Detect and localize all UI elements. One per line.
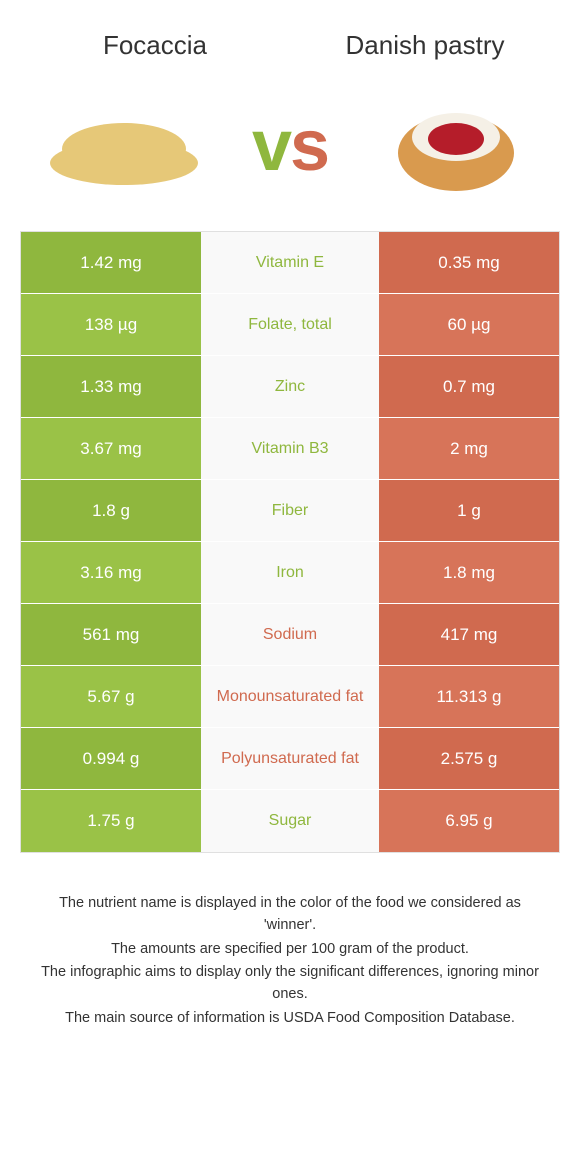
nutrient-label: Sugar — [201, 790, 379, 852]
right-value: 0.35 mg — [379, 232, 559, 293]
table-row: 1.75 gSugar6.95 g — [21, 790, 559, 852]
footnote-line: The amounts are specified per 100 gram o… — [35, 939, 545, 961]
table-row: 1.42 mgVitamin E0.35 mg — [21, 232, 559, 294]
footnote-line: The infographic aims to display only the… — [35, 962, 545, 1006]
table-row: 3.67 mgVitamin B32 mg — [21, 418, 559, 480]
table-row: 138 µgFolate, total60 µg — [21, 294, 559, 356]
right-value: 11.313 g — [379, 666, 559, 727]
table-row: 1.33 mgZinc0.7 mg — [21, 356, 559, 418]
nutrient-label: Vitamin E — [201, 232, 379, 293]
right-food-title: Danish pastry — [290, 30, 560, 61]
left-food-title: Focaccia — [20, 30, 290, 61]
left-value: 5.67 g — [21, 666, 201, 727]
left-value: 561 mg — [21, 604, 201, 665]
left-value: 1.33 mg — [21, 356, 201, 417]
danish-pastry-icon — [376, 91, 536, 201]
table-row: 1.8 gFiber1 g — [21, 480, 559, 542]
vs-label: vs — [252, 105, 328, 187]
left-value: 1.8 g — [21, 480, 201, 541]
right-value: 1 g — [379, 480, 559, 541]
comparison-header: Focaccia Danish pastry — [0, 0, 580, 81]
nutrient-label: Zinc — [201, 356, 379, 417]
focaccia-icon — [44, 91, 204, 201]
left-value: 0.994 g — [21, 728, 201, 789]
right-value: 6.95 g — [379, 790, 559, 852]
left-value: 3.67 mg — [21, 418, 201, 479]
nutrient-label: Monounsaturated fat — [201, 666, 379, 727]
right-value: 60 µg — [379, 294, 559, 355]
footnotes: The nutrient name is displayed in the co… — [0, 853, 580, 1052]
table-row: 5.67 gMonounsaturated fat11.313 g — [21, 666, 559, 728]
nutrient-label: Folate, total — [201, 294, 379, 355]
left-value: 1.75 g — [21, 790, 201, 852]
nutrient-label: Polyunsaturated fat — [201, 728, 379, 789]
right-value: 417 mg — [379, 604, 559, 665]
left-value: 138 µg — [21, 294, 201, 355]
table-row: 3.16 mgIron1.8 mg — [21, 542, 559, 604]
left-value: 1.42 mg — [21, 232, 201, 293]
nutrient-label: Vitamin B3 — [201, 418, 379, 479]
vs-row: vs — [0, 81, 580, 231]
table-row: 561 mgSodium417 mg — [21, 604, 559, 666]
right-value: 0.7 mg — [379, 356, 559, 417]
right-value: 1.8 mg — [379, 542, 559, 603]
footnote-line: The nutrient name is displayed in the co… — [35, 893, 545, 937]
comparison-table: 1.42 mgVitamin E0.35 mg138 µgFolate, tot… — [20, 231, 560, 853]
nutrient-label: Iron — [201, 542, 379, 603]
nutrient-label: Fiber — [201, 480, 379, 541]
table-row: 0.994 gPolyunsaturated fat2.575 g — [21, 728, 559, 790]
right-value: 2 mg — [379, 418, 559, 479]
right-value: 2.575 g — [379, 728, 559, 789]
left-value: 3.16 mg — [21, 542, 201, 603]
footnote-line: The main source of information is USDA F… — [35, 1008, 545, 1030]
nutrient-label: Sodium — [201, 604, 379, 665]
